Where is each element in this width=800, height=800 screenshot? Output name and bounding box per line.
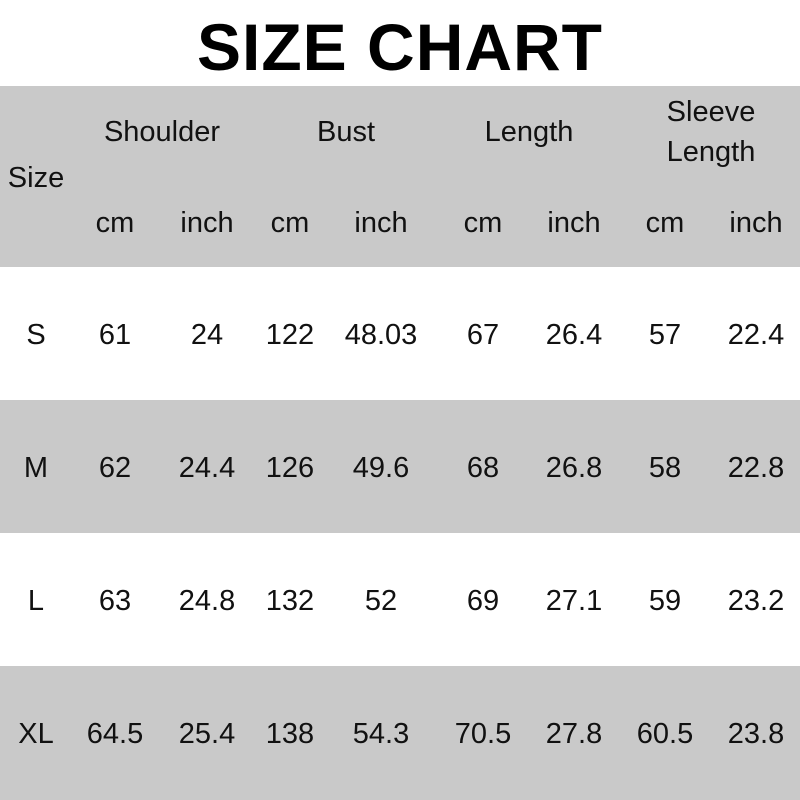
- table-cell: 122: [265, 319, 315, 351]
- table-cell: 63: [98, 585, 132, 617]
- table-cell: 22.4: [727, 319, 785, 351]
- table-cell: 23.2: [727, 585, 785, 617]
- table-cell: 138: [265, 718, 315, 750]
- table-cell: 60.5: [636, 718, 694, 750]
- table-cell: 61: [98, 319, 132, 351]
- table-cell: 48.03: [344, 319, 418, 351]
- header-unit: inch: [180, 207, 234, 239]
- table-cell: 49.6: [352, 452, 410, 484]
- table-cell: 22.8: [727, 452, 785, 484]
- header-unit: inch: [354, 207, 408, 239]
- table-cell: 26.8: [545, 452, 603, 484]
- table-cell: 24: [190, 319, 224, 351]
- table-cell: 58: [648, 452, 682, 484]
- table-cell: 68: [466, 452, 500, 484]
- header-sleeve-length-line1: Sleeve: [666, 96, 756, 128]
- table-cell: 24.8: [178, 585, 236, 617]
- table-row-xl: [0, 666, 800, 800]
- header-unit: cm: [463, 207, 503, 239]
- table-cell: 67: [466, 319, 500, 351]
- header-unit: cm: [645, 207, 685, 239]
- table-cell: 23.8: [727, 718, 785, 750]
- size-label: XL: [18, 718, 54, 750]
- header-size: Size: [7, 162, 65, 194]
- table-cell: 27.8: [545, 718, 603, 750]
- table-cell: 54.3: [352, 718, 410, 750]
- size-label: S: [26, 319, 46, 351]
- size-label: M: [23, 452, 49, 484]
- table-cell: 27.1: [545, 585, 603, 617]
- table-cell: 69: [466, 585, 500, 617]
- table-cell: 52: [364, 585, 398, 617]
- table-cell: 59: [648, 585, 682, 617]
- table-cell: 25.4: [178, 718, 236, 750]
- table-cell: 62: [98, 452, 132, 484]
- size-label: L: [27, 585, 45, 617]
- header-unit: inch: [729, 207, 783, 239]
- header-unit: cm: [270, 207, 310, 239]
- table-cell: 26.4: [545, 319, 603, 351]
- table-cell: 70.5: [454, 718, 512, 750]
- table-cell: 24.4: [178, 452, 236, 484]
- header-sleeve-length-line2: Length: [666, 136, 756, 168]
- header-length: Length: [484, 116, 574, 148]
- table-cell: 64.5: [86, 718, 144, 750]
- header-shoulder: Shoulder: [103, 116, 221, 148]
- header-unit: cm: [95, 207, 135, 239]
- table-row-m: [0, 400, 800, 533]
- page-title: SIZE CHART: [197, 10, 603, 84]
- table-header: [0, 86, 800, 267]
- header-unit: inch: [547, 207, 601, 239]
- table-cell: 132: [265, 585, 315, 617]
- table-cell: 126: [265, 452, 315, 484]
- table-cell: 57: [648, 319, 682, 351]
- header-bust: Bust: [316, 116, 376, 148]
